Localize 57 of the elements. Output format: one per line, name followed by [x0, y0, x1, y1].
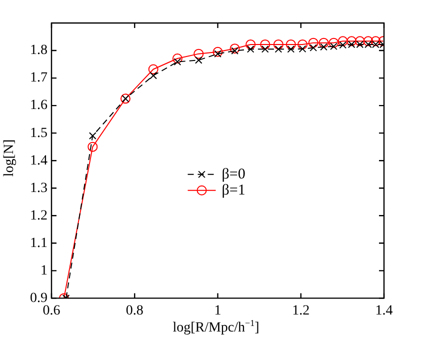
y-tick-label: 1 — [40, 263, 48, 278]
point — [372, 40, 380, 48]
y-tick-label: 1.5 — [30, 126, 48, 141]
y-axis-title: log[N] — [2, 138, 18, 179]
point — [148, 64, 158, 74]
point — [328, 38, 339, 48]
point — [214, 50, 222, 58]
point — [298, 39, 308, 50]
point — [231, 47, 238, 54]
point — [274, 45, 282, 53]
x-tick-label: 1.4 — [375, 303, 393, 318]
point — [230, 44, 240, 54]
point — [310, 44, 318, 52]
point — [320, 43, 328, 51]
point — [338, 36, 348, 46]
point — [194, 56, 202, 64]
point — [172, 54, 182, 64]
point — [356, 40, 364, 48]
x-axis-title: log[R/Mpc/h$^{−1}$] — [172, 318, 260, 337]
x-tick-label: 1.2 — [292, 303, 310, 318]
point — [261, 45, 269, 53]
point — [246, 45, 254, 53]
point — [260, 39, 270, 50]
point — [339, 41, 347, 49]
point — [88, 132, 96, 140]
x-tick-label: 0.8 — [126, 303, 144, 318]
y-tick-label: 1.2 — [30, 208, 48, 224]
point — [88, 142, 98, 152]
point — [354, 36, 365, 46]
point — [298, 45, 306, 53]
point — [150, 72, 158, 80]
y-tick-label: 1.6 — [30, 98, 48, 114]
point — [318, 38, 329, 48]
legend-label: β=0 — [222, 166, 246, 182]
point — [348, 40, 356, 48]
y-tick-label: 1.7 — [30, 70, 48, 86]
y-tick-label: 1.1 — [30, 236, 48, 251]
point — [174, 58, 182, 66]
point — [364, 40, 372, 48]
y-tick-label: 0.9 — [30, 290, 48, 306]
y-tick-label: 1.3 — [30, 180, 48, 196]
y-tick-label: 1.8 — [30, 43, 48, 58]
legend-label: β=1 — [222, 182, 246, 198]
x-tick-label: 1 — [214, 303, 222, 318]
point — [212, 46, 223, 57]
point — [346, 36, 357, 46]
point — [194, 48, 204, 59]
point — [308, 38, 318, 48]
x-tick-label: 0.6 — [42, 303, 60, 318]
point — [363, 36, 374, 46]
point — [370, 36, 381, 46]
point — [287, 45, 295, 53]
y-tick-label: 1.4 — [30, 153, 48, 168]
point — [273, 39, 284, 50]
point — [246, 39, 256, 50]
point — [286, 39, 296, 50]
point — [330, 42, 338, 50]
